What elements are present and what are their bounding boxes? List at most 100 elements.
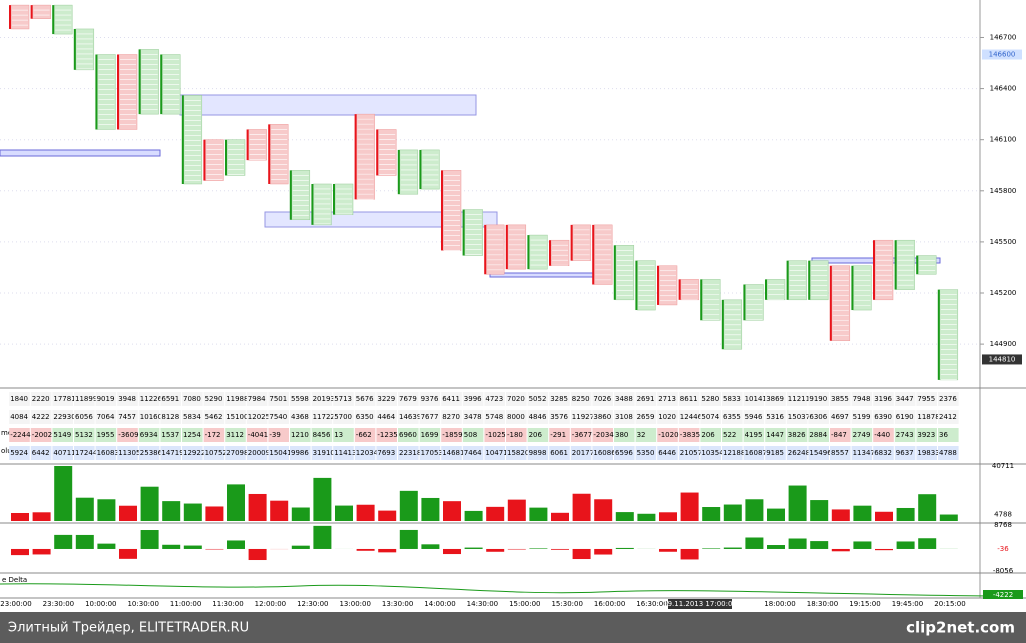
cell-bg [182, 428, 203, 442]
cell-bg [700, 410, 721, 424]
table-cell: -847 [831, 431, 847, 439]
price-label: 146100 [990, 136, 1017, 144]
cell-bg [74, 410, 95, 424]
table-cell: 6056 [75, 413, 93, 421]
table-cell: 5700 [334, 413, 352, 421]
table-cell: 14719 [161, 449, 183, 457]
table-cell: 5834 [183, 413, 201, 421]
cell-bg [441, 410, 462, 424]
delta-bar [594, 548, 613, 555]
cell-bg [808, 392, 829, 406]
table-cell: 22318 [399, 449, 421, 457]
volume-bar [183, 503, 202, 521]
table-cell: 5074 [701, 413, 719, 421]
cum-delta-badge [983, 590, 1023, 599]
table-cell: 4464 [377, 413, 395, 421]
table-cell: 5052 [529, 395, 547, 403]
volume-bar [356, 504, 375, 521]
table-cell: 12188 [723, 449, 745, 457]
cell-bg [786, 428, 808, 442]
cell-bg [52, 428, 73, 442]
cell-bg [808, 446, 829, 460]
cell-bg [851, 392, 873, 406]
table-cell: -3609 [118, 431, 138, 439]
table-cell: 8000 [507, 413, 525, 421]
cell-bg [160, 446, 181, 460]
table-cell: 13 [334, 431, 343, 439]
cum-delta-label: -4222 [993, 591, 1013, 599]
delta-bar [486, 548, 505, 552]
cell-bg [851, 428, 873, 442]
cell-bg [52, 410, 73, 424]
cell-bg [484, 428, 505, 442]
volume-bar [97, 499, 116, 521]
volume-label: 4788 [994, 511, 1012, 519]
cell-bg [592, 428, 613, 442]
time-label: 10:00:00 [85, 600, 116, 608]
cell-bg [419, 392, 441, 406]
cell-bg [462, 410, 484, 424]
table-cell: -291 [550, 431, 566, 439]
cell-bg [333, 410, 354, 424]
table-cell: 7020 [507, 395, 525, 403]
cell-bg [506, 446, 527, 460]
cell-bg [765, 428, 786, 442]
volume-bar [464, 510, 483, 521]
table-cell: 3478 [464, 413, 482, 421]
cell-bg [722, 428, 743, 442]
table-cell: 1254 [183, 431, 201, 439]
time-label: 13:30:00 [382, 600, 413, 608]
table-cell: 7026 [593, 395, 611, 403]
table-cell: 4195 [745, 431, 763, 439]
cell-bg [700, 428, 721, 442]
price-marker-label: 144810 [989, 355, 1016, 363]
time-label: 18:00:00 [764, 600, 795, 608]
cell-bg [117, 410, 138, 424]
volume-bar [75, 497, 94, 521]
cell-bg [354, 446, 376, 460]
cell-bg [268, 410, 289, 424]
delta-bar [54, 534, 73, 549]
cell-bg [268, 392, 289, 406]
cell-bg [441, 392, 462, 406]
table-cell: 4368 [291, 413, 309, 421]
delta-bar [767, 545, 785, 549]
cell-bg [549, 410, 570, 424]
volume-bar [615, 512, 634, 521]
footprint-bar [421, 149, 440, 190]
table-cell: 26248 [788, 449, 810, 457]
time-label: 19:15:00 [849, 600, 880, 608]
volume-bar [723, 504, 742, 521]
cell-bg [246, 428, 268, 442]
volume-bar [399, 490, 418, 521]
table-cell: 32 [637, 431, 646, 439]
cell-bg [657, 392, 678, 406]
cell-bg [182, 392, 203, 406]
volume-bar [248, 493, 267, 521]
footer-logo: clip2net.com [906, 619, 1015, 637]
cell-bg [873, 446, 894, 460]
table-cell: 7984 [248, 395, 266, 403]
cell-bg [268, 446, 289, 460]
cum-delta-title: e Delta [2, 576, 27, 584]
table-cell: -2244 [10, 431, 31, 439]
price-marker [982, 49, 1022, 60]
footprint-bar [788, 260, 807, 301]
cell-bg [614, 410, 635, 424]
footprint-bar [399, 149, 419, 195]
table-cell: 25386 [140, 449, 163, 457]
cell-bg [700, 446, 721, 460]
table-cell: 5676 [356, 395, 374, 403]
cell-bg [484, 392, 505, 406]
table-cell: 11722 [313, 413, 335, 421]
table-cell: -440 [874, 431, 890, 439]
cell-bg [743, 392, 765, 406]
price-label: 145200 [990, 289, 1017, 297]
delta-bar [291, 545, 310, 549]
cell-bg [938, 410, 959, 424]
table-cell: 6591 [161, 395, 179, 403]
cell-bg [398, 446, 419, 460]
cell-bg [160, 428, 181, 442]
cum-delta-line [0, 583, 991, 597]
footprint-bar [464, 209, 483, 256]
